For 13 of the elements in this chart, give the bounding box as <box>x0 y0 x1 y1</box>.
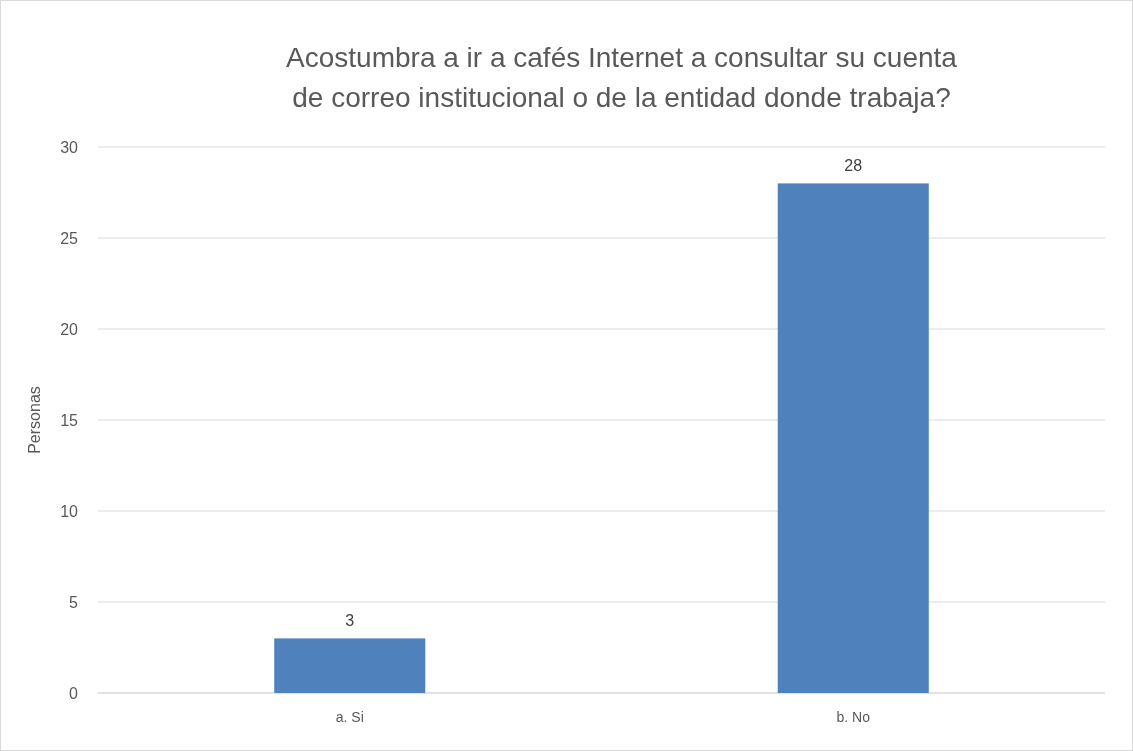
y-tick-label: 5 <box>69 594 79 611</box>
x-tick-label: b. No <box>836 709 871 725</box>
y-tick-label: 20 <box>60 321 79 338</box>
y-tick-label: 0 <box>69 685 79 702</box>
data-label: 3 <box>345 612 355 630</box>
y-tick-label: 25 <box>60 230 79 247</box>
data-label: 28 <box>844 157 863 175</box>
y-tick-label: 10 <box>60 503 79 520</box>
y-tick-label: 15 <box>60 412 79 429</box>
y-axis-title: Personas <box>26 386 43 454</box>
y-tick-label: 30 <box>60 139 79 156</box>
chart-title: Acostumbra a ir a cafés Internet a consultar su cuenta de correo institucional o de la entidad donde trabaja? <box>286 42 958 113</box>
x-tick-label: a. Si <box>335 709 364 725</box>
